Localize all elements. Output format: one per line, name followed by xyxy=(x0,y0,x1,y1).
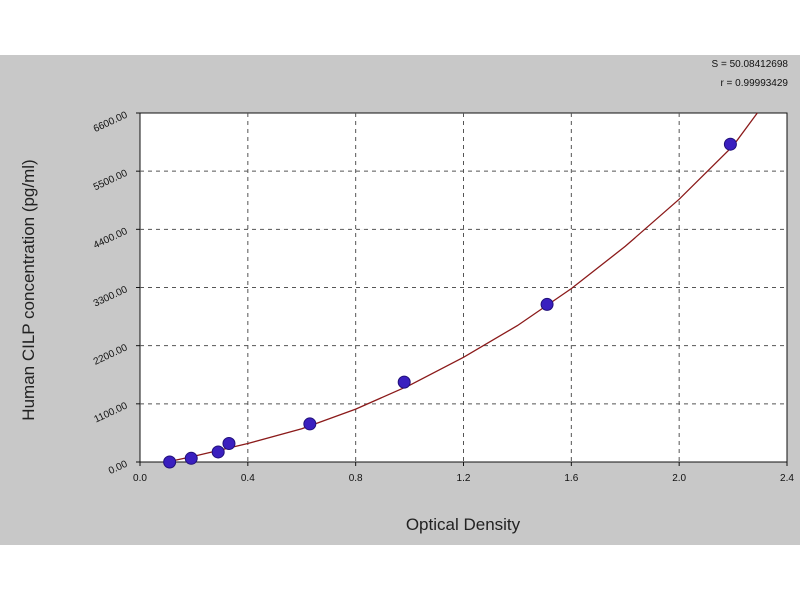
y-tick-label: 3300.00 xyxy=(92,284,130,309)
data-point xyxy=(303,417,317,431)
data-points xyxy=(163,137,737,469)
y-tick-label: 6600.00 xyxy=(92,110,130,135)
x-tick-label: 0.0 xyxy=(133,473,147,484)
y-axis-ticks: 0.00 1100.00 2200.00 3300.00 4400.00 5500.00 6… xyxy=(92,110,140,477)
data-point xyxy=(184,451,198,465)
data-point xyxy=(222,436,236,450)
data-point xyxy=(211,445,225,459)
y-tick-label: 0.00 xyxy=(107,459,130,477)
fit-curve-line xyxy=(166,112,758,463)
gridlines xyxy=(140,113,787,462)
y-axis-title: Human CILP concentration (pg/ml) xyxy=(19,159,38,420)
data-point xyxy=(723,137,737,151)
data-point xyxy=(397,375,411,389)
x-tick-label: 2.0 xyxy=(672,473,686,484)
x-tick-label: 2.4 xyxy=(780,473,794,484)
x-axis-ticks: 0.0 0.4 0.8 1.2 1.6 2.0 2.4 xyxy=(133,462,794,484)
fit-curve xyxy=(166,112,758,463)
y-tick-label: 1100.00 xyxy=(93,400,130,425)
data-point xyxy=(163,455,177,469)
data-point xyxy=(540,297,554,311)
x-tick-label: 1.2 xyxy=(457,473,471,484)
x-tick-label: 0.4 xyxy=(241,473,255,484)
x-axis-title: Optical Density xyxy=(406,515,521,534)
y-tick-label: 2200.00 xyxy=(92,342,130,367)
stat-r: r = 0.99993429 xyxy=(720,78,788,89)
stat-s: S = 50.08412698 xyxy=(712,59,789,70)
x-tick-label: 0.8 xyxy=(349,473,363,484)
y-tick-label: 4400.00 xyxy=(92,226,130,251)
y-tick-label: 5500.00 xyxy=(92,168,130,193)
x-tick-label: 1.6 xyxy=(564,473,578,484)
